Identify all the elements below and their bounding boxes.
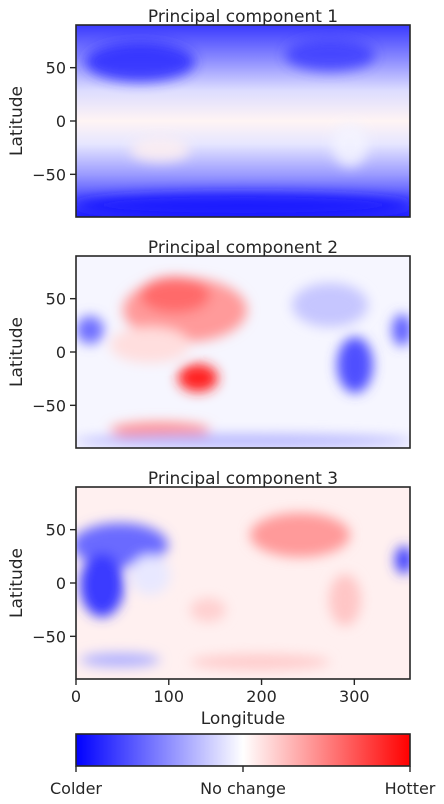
panel-3-xtick-label: 100 <box>154 687 185 706</box>
panel-2-title: Principal component 2 <box>148 238 338 258</box>
panel-2-ytick-label: 0 <box>56 343 66 362</box>
panel-3-title: Principal component 3 <box>148 469 338 489</box>
panel-3-ytick-label: 0 <box>56 574 66 593</box>
colorbar-gradient <box>76 734 410 766</box>
panel-2: Principal component 2 50 0 −50 Latitude <box>7 238 413 448</box>
panel-3-ytick-label: 50 <box>46 521 66 540</box>
panel-1-ytick-label: 50 <box>46 59 66 78</box>
panel-2-ylabel: Latitude <box>7 317 27 387</box>
colorbar: Colder No change Hotter <box>50 734 436 798</box>
panel-3-ylabel: Latitude <box>7 548 27 618</box>
panel-1: Principal component 1 50 0 −50 Latitude <box>7 7 413 217</box>
panel-3: Principal component 3 500−50 0 100 200 300 … <box>7 469 413 729</box>
panel-3-xtick-label: 0 <box>71 687 81 706</box>
panel-1-ytick-label: −50 <box>32 165 66 184</box>
panel-1-title: Principal component 1 <box>148 7 338 27</box>
panel-2-ytick-label: −50 <box>32 396 66 415</box>
panel-3-xlabel: Longitude <box>201 709 286 729</box>
panel-3-ytick-label: −50 <box>32 627 66 646</box>
panel-1-ytick-label: 0 <box>56 112 66 131</box>
panel-1-heatmap <box>73 25 413 217</box>
panel-2-ytick-label: 50 <box>46 290 66 309</box>
colorbar-tick-label: Hotter <box>385 779 436 798</box>
panel-3-xtick-label: 300 <box>339 687 370 706</box>
panel-2-heatmap <box>73 256 413 448</box>
panel-3-xtick-label: 200 <box>246 687 277 706</box>
colorbar-tick-label: No change <box>200 779 286 798</box>
colorbar-tick-label: Colder <box>50 779 102 798</box>
panel-3-heatmap <box>72 487 413 679</box>
panel-1-ylabel: Latitude <box>7 86 27 156</box>
